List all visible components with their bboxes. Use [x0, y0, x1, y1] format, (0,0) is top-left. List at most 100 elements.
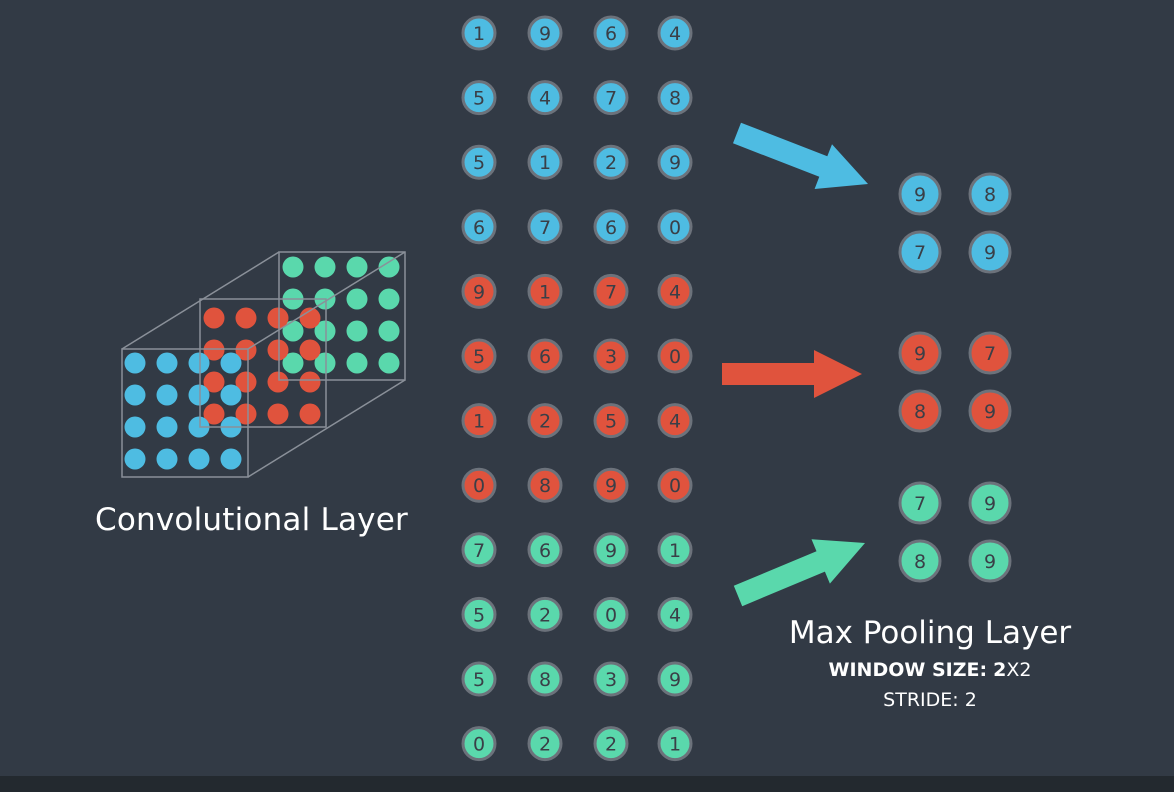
cube-red-layer-dot-r1-c3: [299, 339, 321, 361]
input-node-red-r3-c0: 0: [461, 467, 497, 503]
pooled-node-red-r0-c0: 9: [898, 331, 942, 375]
input-node-blue-r3-c3: 0: [657, 209, 693, 245]
input-node-red-r0-c1-value: 1: [539, 281, 551, 303]
cube-green-layer-dot-r0-c1: [314, 256, 336, 278]
cube-red-layer-dot-r3-c2: [267, 403, 289, 425]
pooled-node-red-r1-c0-circle: [898, 389, 942, 433]
input-node-red-r2-c2-value: 5: [605, 411, 617, 433]
input-node-red-r2-c0-value: 1: [473, 411, 485, 433]
input-node-blue-r3-c0-circle: [461, 209, 497, 245]
input-node-green-r3-c3-circle: [657, 726, 693, 762]
convolutional-layer-label: Convolutional Layer: [95, 502, 408, 538]
input-node-red-r2-c1: 2: [527, 403, 563, 439]
input-node-green-r0-c1: 6: [527, 532, 563, 568]
cube-green-layer-dot-r2-c0: [282, 320, 304, 342]
input-node-blue-r3-c3-circle: [657, 209, 693, 245]
input-node-blue-r0-c2-value: 6: [605, 23, 617, 45]
pooled-node-green-r0-c0-value: 7: [914, 493, 926, 515]
cube-green-layer-dot-r3-c0: [282, 352, 304, 374]
input-node-green-r2-c0: 5: [461, 661, 497, 697]
pooled-node-red-r1-c1: 9: [968, 389, 1012, 433]
input-node-green-r1-c0-value: 5: [473, 604, 485, 626]
input-node-green-r2-c1: 8: [527, 661, 563, 697]
arrow-green-icon: [733, 539, 865, 607]
input-node-green-r3-c2-value: 2: [605, 734, 617, 756]
cube-blue-layer-dot-r1-c1: [156, 384, 178, 406]
pooled-node-green-r0-c0-circle: [898, 481, 942, 525]
pooled-node-red-r1-c1-value: 9: [984, 401, 996, 423]
cube-blue-layer-dot-r3-c0: [124, 448, 146, 470]
pooled-node-red-r0-c1: 7: [968, 331, 1012, 375]
input-node-blue-r1-c1: 4: [527, 80, 563, 116]
input-node-red-r3-c0-value: 0: [473, 475, 485, 497]
input-node-green-r1-c2: 0: [593, 596, 629, 632]
cube-middle-face: [199, 298, 327, 428]
input-node-red-r3-c2-circle: [593, 467, 629, 503]
input-node-blue-r2-c3-circle: [657, 144, 693, 180]
input-node-blue-r3-c2: 6: [593, 209, 629, 245]
input-node-green-r1-c1-circle: [527, 596, 563, 632]
pooled-node-green-r0-c0: 7: [898, 481, 942, 525]
input-node-red-r3-c3: 0: [657, 467, 693, 503]
cube-green-layer-dot-r1-c2: [346, 288, 368, 310]
input-node-red-r2-c0-circle: [461, 403, 497, 439]
cube-edge-top-right: [247, 251, 406, 350]
input-node-red-r0-c0-value: 9: [473, 281, 485, 303]
cube-edge-bottom-right: [247, 379, 406, 478]
cube-red-layer-dot-r0-c0: [203, 307, 225, 329]
pooled-node-green-r0-c1: 9: [968, 481, 1012, 525]
input-node-blue-r0-c2: 6: [593, 15, 629, 51]
pooled-node-red-r0-c1-value: 7: [984, 343, 996, 365]
cube-blue-layer-dot-r1-c3: [220, 384, 242, 406]
input-node-green-r1-c0: 5: [461, 596, 497, 632]
input-node-green-r3-c1-circle: [527, 726, 563, 762]
input-node-blue-r0-c1-value: 9: [539, 23, 551, 45]
input-node-green-r3-c2-circle: [593, 726, 629, 762]
cube-edge-top-left: [121, 251, 280, 350]
input-node-red-r0-c3-value: 4: [669, 281, 681, 303]
input-feature-maps: 1 9 6 45 4 7 85 1 2 96 7 6 09 1 7 45 6 3 01 2 5 40 8 9 07 6 9 15 2 0 4…: [461, 15, 693, 762]
cube-green-layer-dot-r2-c1: [314, 320, 336, 342]
cube-red-layer-dot-r2-c1: [235, 371, 257, 393]
input-node-red-r1-c1-circle: [527, 338, 563, 374]
conv-layer-cube: [121, 251, 406, 478]
cube-green-layer-dot-r0-c3: [378, 256, 400, 278]
input-node-blue-r3-c2-circle: [593, 209, 629, 245]
input-node-red-r0-c1: 1: [527, 273, 563, 309]
cube-front-face: [121, 348, 249, 478]
input-node-red-r1-c2-circle: [593, 338, 629, 374]
pooled-node-green-r1-c0-value: 8: [914, 551, 926, 573]
input-node-red-r1-c0-value: 5: [473, 346, 485, 368]
arrow-blue-icon: [733, 122, 868, 189]
pooled-node-red-r1-c1-circle: [968, 389, 1012, 433]
input-node-red-r2-c2-circle: [593, 403, 629, 439]
cube-blue-layer-dot-r2-c0: [124, 416, 146, 438]
pooled-node-green-r1-c1-value: 9: [984, 551, 996, 573]
input-node-red-r3-c3-circle: [657, 467, 693, 503]
pooled-node-blue-r1-c1-value: 9: [984, 242, 996, 264]
input-node-green-r0-c1-circle: [527, 532, 563, 568]
input-node-blue-r0-c3: 4: [657, 15, 693, 51]
input-node-blue-r0-c0-circle: [461, 15, 497, 51]
pooled-node-red-r0-c0-circle: [898, 331, 942, 375]
cube-red-layer-dot-r2-c0: [203, 371, 225, 393]
input-node-green-r0-c0-circle: [461, 532, 497, 568]
input-node-blue-r1-c0-circle: [461, 80, 497, 116]
input-node-green-r3-c0: 0: [461, 726, 497, 762]
input-node-red-r3-c0-circle: [461, 467, 497, 503]
input-node-blue-r1-c3-circle: [657, 80, 693, 116]
cube-blue-layer-dot-r0-c0: [124, 352, 146, 374]
input-node-green-r0-c2-circle: [593, 532, 629, 568]
cube-red-layer-dot-r2-c3: [299, 371, 321, 393]
cube-blue-layer-dot-r1-c0: [124, 384, 146, 406]
input-node-green-r3-c2: 2: [593, 726, 629, 762]
input-node-green-r2-c2: 3: [593, 661, 629, 697]
input-node-blue-r2-c2-circle: [593, 144, 629, 180]
stride-label: STRIDE: 2: [883, 689, 977, 711]
window-size-label: WINDOW SIZE: 2X2: [760, 659, 1100, 681]
input-node-blue-r3-c0: 6: [461, 209, 497, 245]
input-node-blue-r0-c2-circle: [593, 15, 629, 51]
input-node-red-r0-c2-circle: [593, 273, 629, 309]
pooled-node-green-r0-c1-value: 9: [984, 493, 996, 515]
